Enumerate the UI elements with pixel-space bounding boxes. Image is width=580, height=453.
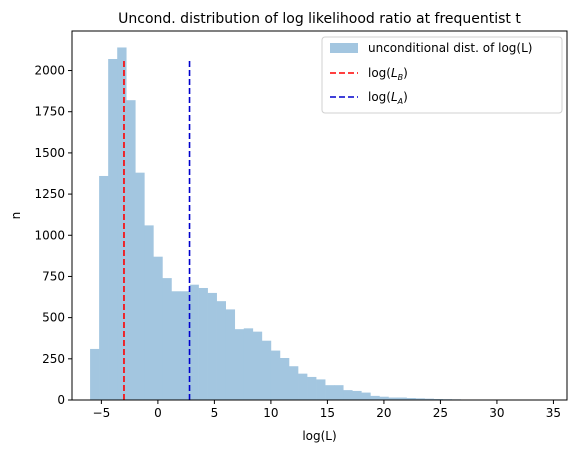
histogram-bar xyxy=(126,100,136,400)
histogram-bar xyxy=(189,284,199,400)
histogram-bar xyxy=(108,59,118,401)
histogram-bar xyxy=(288,366,299,400)
y-tick-label: 1250 xyxy=(34,187,65,201)
legend-box xyxy=(321,36,563,114)
histogram-bar xyxy=(388,397,398,400)
histogram-bar xyxy=(415,398,425,400)
y-tick-label: 1750 xyxy=(34,105,65,119)
x-tick-label: 5 xyxy=(211,406,219,420)
y-tick-label: 750 xyxy=(42,269,65,283)
x-tick-label: 30 xyxy=(489,406,504,420)
histogram-bar xyxy=(225,309,236,400)
y-tick-label: 250 xyxy=(42,352,65,366)
histogram-bar xyxy=(243,328,254,400)
histogram-bar xyxy=(379,396,389,400)
x-axis-label: log(L) xyxy=(302,429,336,443)
histogram-bar xyxy=(198,287,208,400)
x-tick-label: 20 xyxy=(376,406,391,420)
histogram-bar xyxy=(334,385,344,400)
histogram-bar xyxy=(343,390,353,400)
histogram-bar xyxy=(406,398,416,400)
histogram-bar xyxy=(234,329,245,400)
histogram-bar xyxy=(370,395,380,400)
histogram-bar xyxy=(424,398,434,400)
y-tick-label: 1000 xyxy=(34,228,65,242)
chart-title: Uncond. distribution of log likelihood r… xyxy=(118,11,521,27)
histogram-bar xyxy=(90,348,100,400)
histogram-bar xyxy=(352,390,362,400)
histogram-bar xyxy=(207,292,217,400)
histogram-bar xyxy=(171,291,181,400)
histogram-bar xyxy=(117,47,127,401)
y-axis: 0 250 500 750 1000 1250 1500 1750 2000 xyxy=(34,64,72,407)
y-tick-label: 2000 xyxy=(34,64,65,78)
legend-swatch xyxy=(330,43,358,53)
x-tick-label: 35 xyxy=(546,406,561,420)
histogram-bar xyxy=(397,397,407,400)
histogram-bar xyxy=(216,301,226,400)
histogram-bar xyxy=(261,340,272,400)
histogram-bar xyxy=(162,278,172,400)
histogram-bar xyxy=(325,385,335,400)
histogram-bar xyxy=(270,350,281,400)
x-tick-label: 10 xyxy=(263,406,278,420)
x-tick-label: 15 xyxy=(320,406,335,420)
histogram-bar xyxy=(361,392,371,400)
legend-label: unconditional dist. of log(L) xyxy=(368,41,532,55)
histogram-bar xyxy=(279,357,290,400)
histogram-bar xyxy=(135,172,145,400)
histogram-bar xyxy=(144,225,154,400)
reference-lines xyxy=(123,60,191,400)
histogram-bar xyxy=(298,373,308,400)
legend-label: log(LB) xyxy=(368,66,408,82)
y-tick-label: 1500 xyxy=(34,146,65,160)
legend-label: log(LA) xyxy=(368,90,408,106)
y-tick-label: 0 xyxy=(57,393,65,407)
legend: unconditional dist. of log(L) log(LB) log(… xyxy=(321,36,563,114)
x-axis: −5 0 5 10 15 20 25 30 35 xyxy=(93,400,561,420)
x-tick-label: 0 xyxy=(154,406,162,420)
x-tick-label: −5 xyxy=(93,406,111,420)
histogram-bar xyxy=(153,256,163,400)
y-axis-label: n xyxy=(9,212,23,220)
histogram-bar xyxy=(252,331,263,400)
x-tick-label: 25 xyxy=(433,406,448,420)
histogram-bar xyxy=(307,376,317,400)
histogram-bar xyxy=(99,175,109,400)
histogram-bar xyxy=(316,379,326,400)
y-tick-label: 500 xyxy=(42,311,65,325)
histogram-bars xyxy=(90,47,552,401)
histogram-bar xyxy=(180,291,190,400)
plot-frame xyxy=(71,30,568,401)
